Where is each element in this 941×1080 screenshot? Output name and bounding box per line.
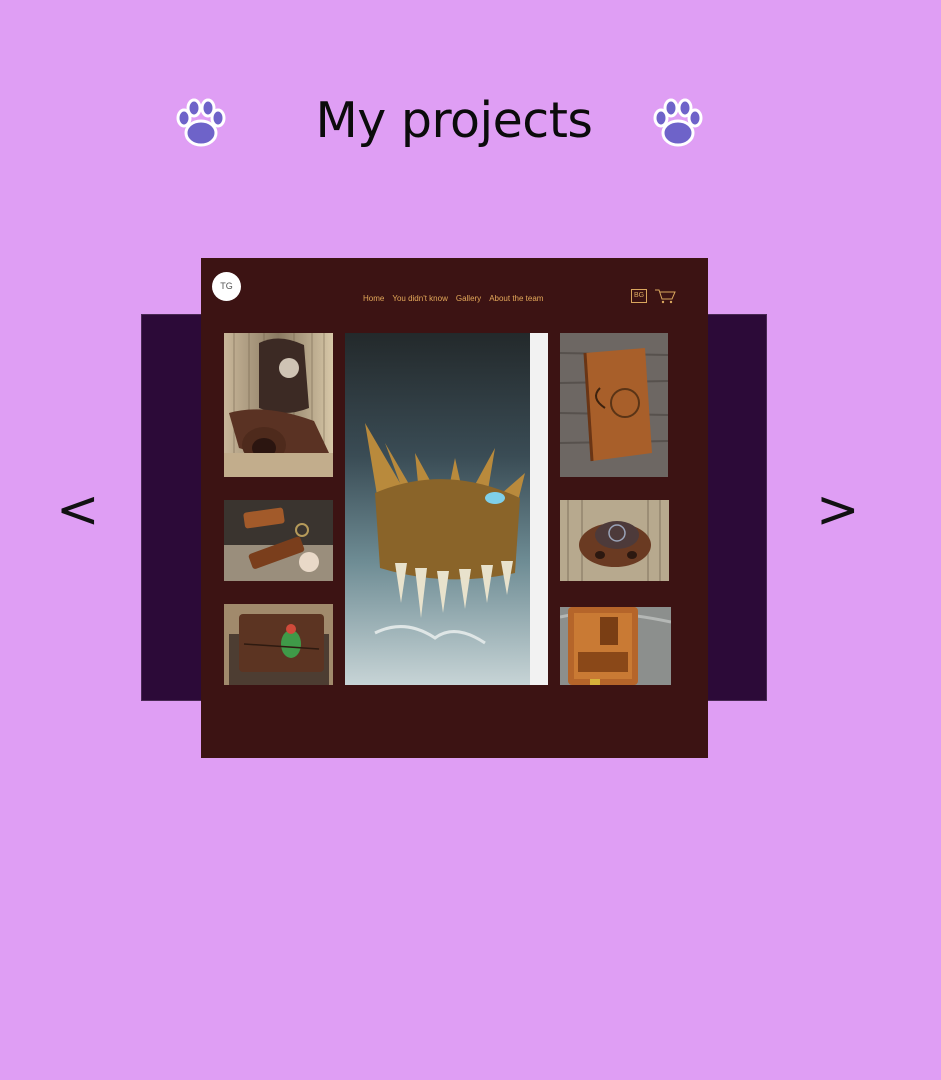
paw-icon <box>653 98 703 147</box>
cart-icon[interactable] <box>654 288 676 304</box>
page-header: My projects <box>0 80 941 170</box>
nav-gallery[interactable]: Gallery <box>455 294 482 303</box>
leather-journal-photo-icon <box>560 333 668 477</box>
carousel-next-button[interactable]: > <box>816 480 860 540</box>
gallery-photo-dragon-mug[interactable] <box>345 333 548 685</box>
beer-wallet-photo-icon <box>560 607 671 685</box>
parrot-wallet-photo-icon <box>224 604 333 685</box>
project-preview-slide[interactable]: TG Home You didn't know Gallery About th… <box>201 258 708 758</box>
language-button[interactable]: BG <box>631 289 647 303</box>
nav-home[interactable]: Home <box>363 294 385 303</box>
gallery-photo-beer-wallet[interactable] <box>560 607 671 685</box>
preview-nav: Home You didn't know Gallery About the t… <box>363 294 543 303</box>
dragon-mug-photo-icon <box>345 333 548 685</box>
nav-about-team[interactable]: About the team <box>489 294 544 303</box>
gallery-photo-journal[interactable] <box>560 333 668 477</box>
nav-you-didnt-know[interactable]: You didn't know <box>392 294 448 303</box>
carousel-prev-button[interactable]: < <box>56 480 100 540</box>
site-logo[interactable]: TG <box>212 272 241 301</box>
leather-keychains-photo-icon <box>224 500 333 581</box>
paw-icon <box>176 98 226 147</box>
page-title: My projects <box>315 92 593 149</box>
gallery-photo-bowl[interactable] <box>560 500 669 581</box>
leather-apron-photo-icon <box>224 333 333 477</box>
gallery-photo-apron[interactable] <box>224 333 333 477</box>
gallery-photo-keychains[interactable] <box>224 500 333 581</box>
gallery-photo-parrot-wallet[interactable] <box>224 604 333 685</box>
leather-bowl-photo-icon <box>560 500 669 581</box>
